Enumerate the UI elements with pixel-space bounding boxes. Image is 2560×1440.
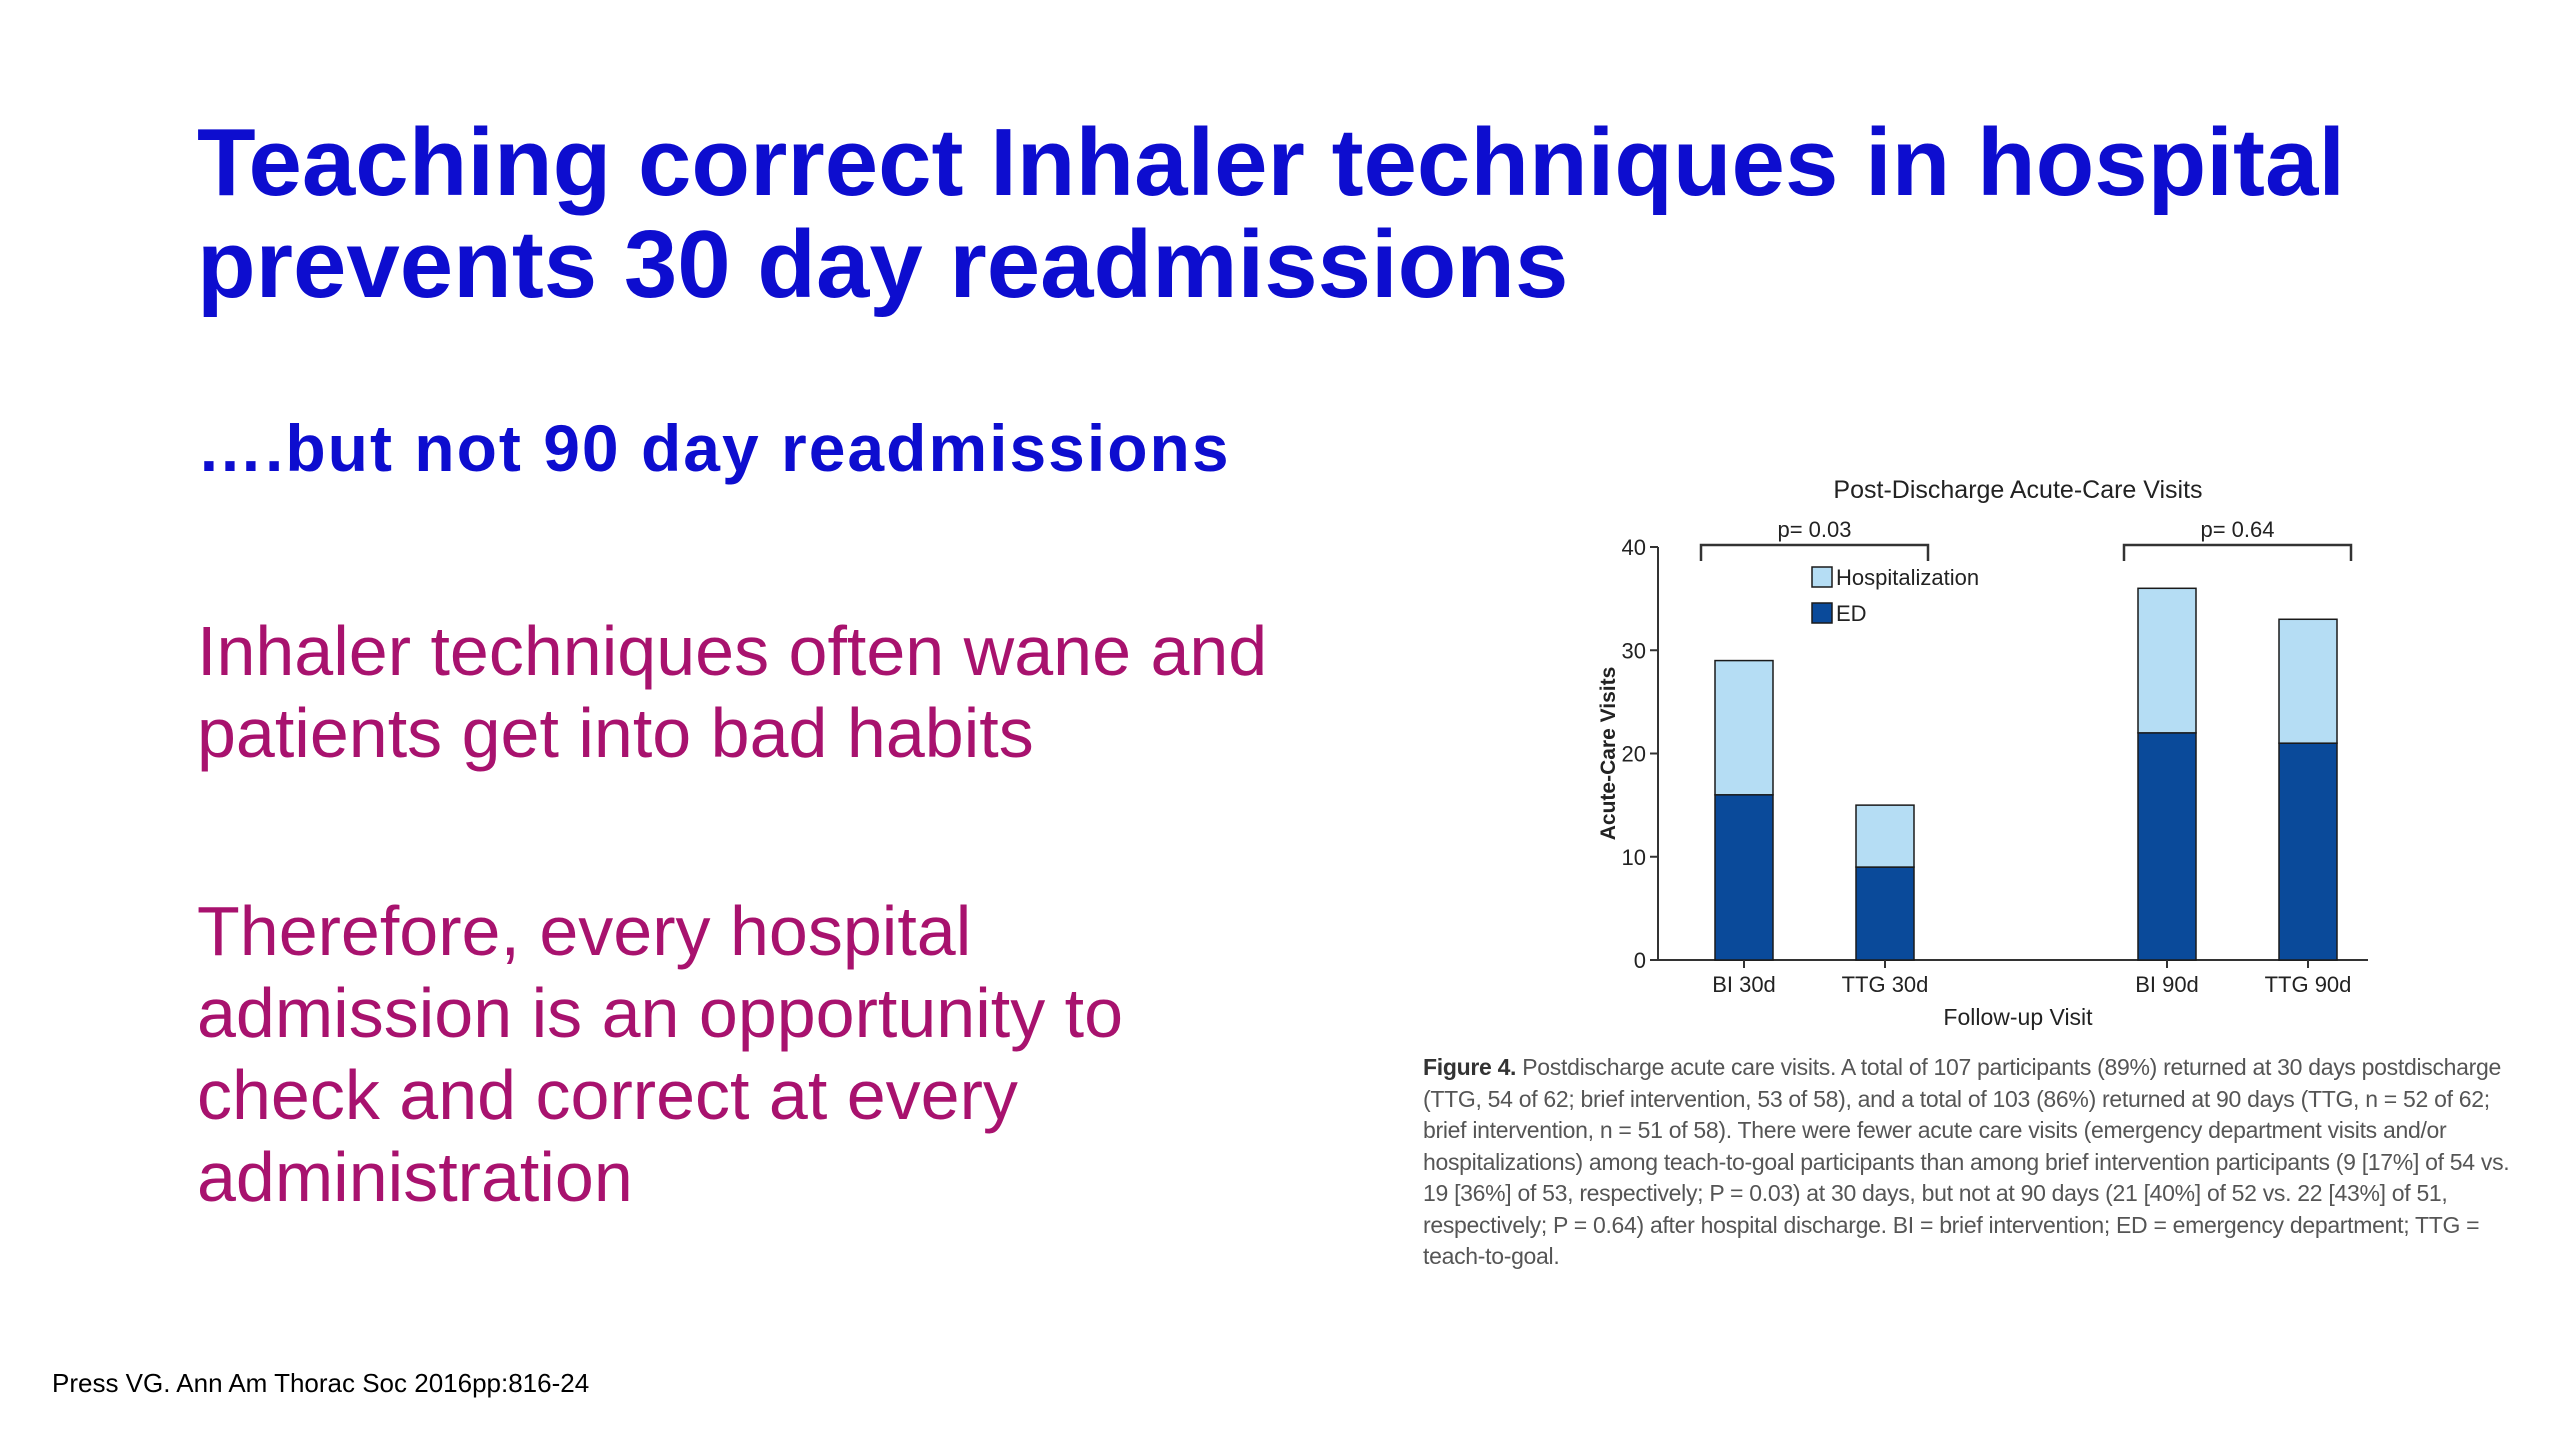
x-axis-label: Follow-up Visit — [1943, 1004, 2093, 1030]
figure-caption-text: Postdischarge acute care visits. A total… — [1423, 1054, 2510, 1269]
y-tick-label: 10 — [1622, 845, 1646, 870]
legend-label-hospitalization: Hospitalization — [1836, 565, 1979, 590]
bar-ed-ttg-90d — [2278, 742, 2338, 961]
legend-label-ed: ED — [1836, 601, 1867, 626]
body-paragraph-2-line-1: Therefore, every hospital — [197, 892, 972, 970]
bar-ed-bi-90d — [2137, 732, 2197, 961]
body-paragraph-1-line-2: patients get into bad habits — [197, 694, 1034, 772]
y-tick-label: 0 — [1634, 948, 1646, 973]
slide-subtitle: ….but not 90 day readmissions — [197, 411, 1231, 485]
significance-label-1: p= 0.03 — [1777, 517, 1851, 542]
body-paragraph-2-line-4: administration — [197, 1138, 633, 1216]
body-paragraph-2: Therefore, every hospital admission is a… — [197, 890, 1427, 1218]
legend-swatch-hospitalization — [1811, 566, 1833, 588]
y-tick-label: 30 — [1622, 638, 1646, 663]
chart-canvas: Post-Discharge Acute-Care Visits 0 10 20 30 4… — [1597, 476, 2368, 1030]
acute-care-visits-chart: Post-Discharge Acute-Care Visits 0 10 20 30 4… — [1560, 455, 2380, 1055]
y-tick-label: 40 — [1622, 535, 1646, 560]
slide-title: Teaching correct Inhaler techniques in h… — [197, 112, 2497, 316]
x-tick-label: BI 30d — [1712, 972, 1776, 997]
body-paragraph-1-line-1: Inhaler techniques often wane and — [197, 612, 1268, 690]
figure-caption: Figure 4. Postdischarge acute care visit… — [1423, 1052, 2523, 1273]
x-tick-label: BI 90d — [2135, 972, 2199, 997]
legend-swatch-ed — [1811, 602, 1833, 624]
bar-hospitalization-bi-30d — [1714, 659, 1774, 796]
figure-caption-label: Figure 4. — [1423, 1054, 1517, 1080]
x-tick-label: TTG 90d — [2265, 972, 2352, 997]
citation: Press VG. Ann Am Thorac Soc 2016pp:816-2… — [52, 1368, 590, 1398]
body-paragraph-2-line-3: check and correct at every — [197, 1056, 1018, 1134]
y-axis-label: Acute-Care Visits — [1597, 667, 1620, 841]
body-paragraph-1: Inhaler techniques often wane and patien… — [197, 610, 1427, 774]
chart-title: Post-Discharge Acute-Care Visits — [1833, 476, 2202, 504]
bar-ed-bi-30d — [1714, 794, 1774, 961]
bar-ed-ttg-30d — [1855, 866, 1915, 961]
x-tick-label: TTG 30d — [1842, 972, 1929, 997]
significance-bracket-2 — [2122, 543, 2353, 561]
y-tick-label: 20 — [1622, 742, 1646, 767]
body-paragraph-2-line-2: admission is an opportunity to — [197, 974, 1124, 1052]
bar-hospitalization-ttg-90d — [2278, 618, 2338, 744]
slide-title-line-2: prevents 30 day readmissions — [197, 211, 1569, 318]
bar-hospitalization-bi-90d — [2137, 587, 2197, 734]
bar-hospitalization-ttg-30d — [1855, 804, 1915, 868]
significance-bracket-1 — [1699, 543, 1930, 561]
slide-title-line-1: Teaching correct Inhaler techniques in h… — [197, 109, 2345, 216]
significance-label-2: p= 0.64 — [2200, 517, 2274, 542]
